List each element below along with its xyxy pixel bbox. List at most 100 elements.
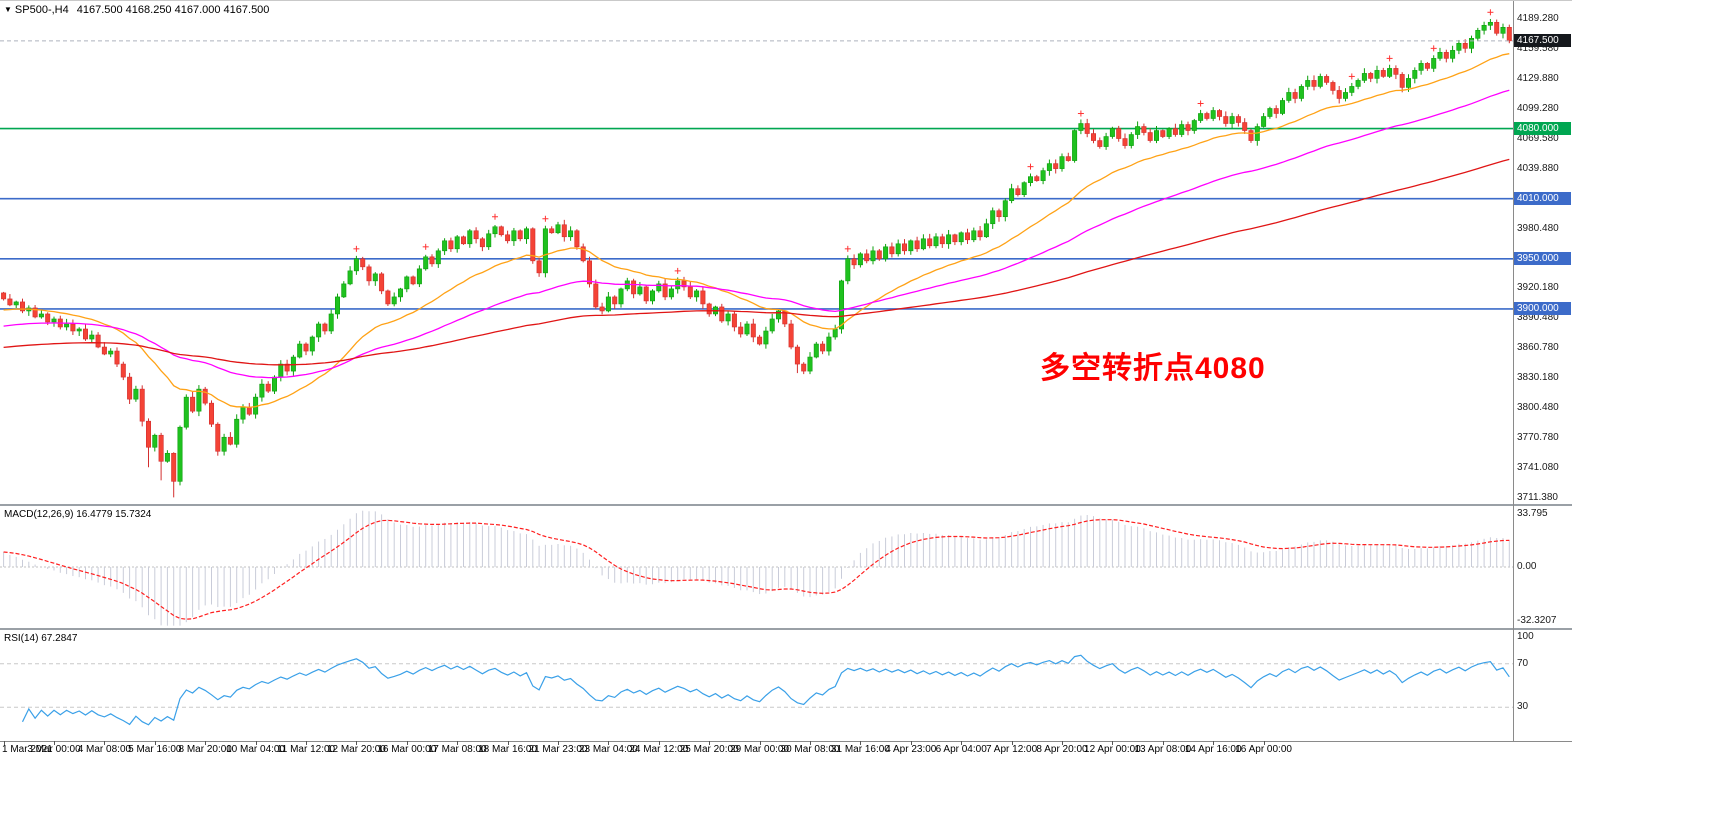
candle bbox=[1361, 73, 1367, 81]
time-axis[interactable]: 1 Mar 2021 3 Mar 00:00 4 Mar 08:00 5 Mar 16… bbox=[0, 741, 1572, 758]
candle bbox=[234, 418, 240, 445]
candle bbox=[1261, 116, 1267, 127]
candle bbox=[1223, 116, 1229, 124]
candle bbox=[851, 258, 857, 266]
candle bbox=[1368, 73, 1374, 79]
candle bbox=[259, 383, 265, 398]
candle bbox=[1406, 78, 1412, 88]
candle bbox=[479, 238, 485, 248]
rsi-label: RSI(14) 67.2847 bbox=[4, 633, 78, 644]
candle bbox=[95, 334, 101, 348]
candle bbox=[460, 236, 466, 245]
price-axis[interactable]: 4189.280 4159.580 4129.880 4099.280 4069.580… bbox=[1514, 1, 1572, 758]
candle bbox=[700, 290, 706, 305]
candle bbox=[316, 323, 322, 338]
symbol-timeframe: SP500-,H4 bbox=[14, 4, 69, 16]
candle bbox=[1242, 122, 1248, 131]
symbol-dropdown-icon[interactable]: ▼ bbox=[4, 5, 12, 14]
main-price-chart[interactable] bbox=[0, 1, 1513, 504]
candle bbox=[662, 283, 668, 298]
candle bbox=[410, 276, 416, 285]
candle bbox=[586, 260, 592, 285]
candle bbox=[505, 234, 511, 242]
candle bbox=[397, 288, 403, 298]
panel-separator-rsi[interactable] bbox=[0, 628, 1572, 630]
candle bbox=[857, 253, 863, 266]
candle bbox=[637, 286, 643, 295]
candle bbox=[171, 452, 177, 482]
candle bbox=[1280, 100, 1286, 114]
annotation-text: 多空转折点4080 bbox=[1040, 352, 1266, 385]
candle bbox=[990, 210, 996, 225]
macd-histogram bbox=[3, 510, 1510, 626]
candle bbox=[1128, 134, 1134, 146]
candle bbox=[933, 236, 939, 247]
candle bbox=[845, 258, 851, 282]
time-tick bbox=[457, 741, 459, 745]
candle bbox=[801, 363, 807, 372]
ma-slow-red bbox=[3, 158, 1510, 366]
candle bbox=[1380, 70, 1386, 77]
candle bbox=[1191, 120, 1197, 131]
time-label: 8 Mar 20:00 bbox=[178, 744, 232, 755]
time-tick bbox=[608, 741, 610, 745]
macd-axis-label: 0.00 bbox=[1517, 561, 1537, 572]
time-label: 17 Mar 08:00 bbox=[427, 744, 487, 755]
time-tick bbox=[306, 741, 307, 745]
candle bbox=[1229, 116, 1235, 124]
price-tick-label: 4039.880 bbox=[1517, 162, 1559, 174]
time-tick bbox=[154, 741, 156, 745]
rsi-panel[interactable] bbox=[0, 631, 1513, 740]
candle bbox=[183, 396, 189, 428]
candle bbox=[668, 288, 674, 298]
candle bbox=[618, 288, 624, 305]
candle bbox=[1431, 58, 1437, 69]
candle bbox=[221, 436, 227, 452]
candle bbox=[971, 230, 977, 241]
candle bbox=[1172, 128, 1178, 135]
candle bbox=[1166, 128, 1172, 137]
time-label: 4 Apr 23:00 bbox=[885, 744, 937, 755]
candle bbox=[1292, 92, 1298, 99]
price-tick-label: 4189.280 bbox=[1517, 13, 1559, 24]
time-tick bbox=[3, 741, 5, 745]
time-axis-line bbox=[0, 741, 1572, 742]
candle bbox=[889, 246, 895, 255]
price-tick-label: 4069.580 bbox=[1517, 132, 1559, 144]
candle bbox=[1210, 110, 1216, 119]
chart-window: ▼ SP500-,H4 4167.500 4168.250 4167.000 416… bbox=[0, 0, 1572, 758]
time-tick bbox=[1213, 741, 1215, 745]
candle bbox=[1481, 24, 1487, 31]
ma-mid-magenta bbox=[3, 89, 1510, 379]
time-label: 31 Mar 16:00 bbox=[830, 744, 890, 755]
candle bbox=[1046, 163, 1052, 171]
candle bbox=[555, 224, 561, 234]
time-label: 8 Apr 20:00 bbox=[1036, 744, 1088, 755]
candle bbox=[1399, 74, 1405, 88]
candle bbox=[190, 396, 196, 412]
candle bbox=[271, 376, 277, 392]
panel-separator-macd[interactable] bbox=[0, 504, 1572, 506]
candle bbox=[901, 243, 907, 252]
time-tick bbox=[709, 741, 711, 745]
candle bbox=[1147, 132, 1153, 141]
candle bbox=[523, 228, 529, 240]
candle bbox=[807, 356, 813, 372]
candle bbox=[832, 328, 838, 338]
candle bbox=[246, 406, 252, 415]
price-tick-label: 3770.780 bbox=[1517, 432, 1559, 444]
time-label: 29 Mar 00:00 bbox=[730, 744, 790, 755]
time-tick bbox=[860, 741, 862, 745]
candle bbox=[1078, 123, 1084, 131]
candle bbox=[328, 313, 334, 332]
candle bbox=[404, 276, 410, 290]
macd-label: MACD(12,26,9) 16.4779 15.7324 bbox=[4, 509, 152, 520]
candle bbox=[649, 290, 655, 302]
candle bbox=[1443, 52, 1449, 59]
macd-panel[interactable] bbox=[0, 507, 1513, 627]
candle bbox=[423, 256, 429, 270]
candle bbox=[101, 346, 107, 355]
price-line-tag: 4080.000 bbox=[1514, 121, 1571, 135]
candle bbox=[108, 350, 114, 355]
macd-axis-label: 33.795 bbox=[1517, 507, 1548, 519]
